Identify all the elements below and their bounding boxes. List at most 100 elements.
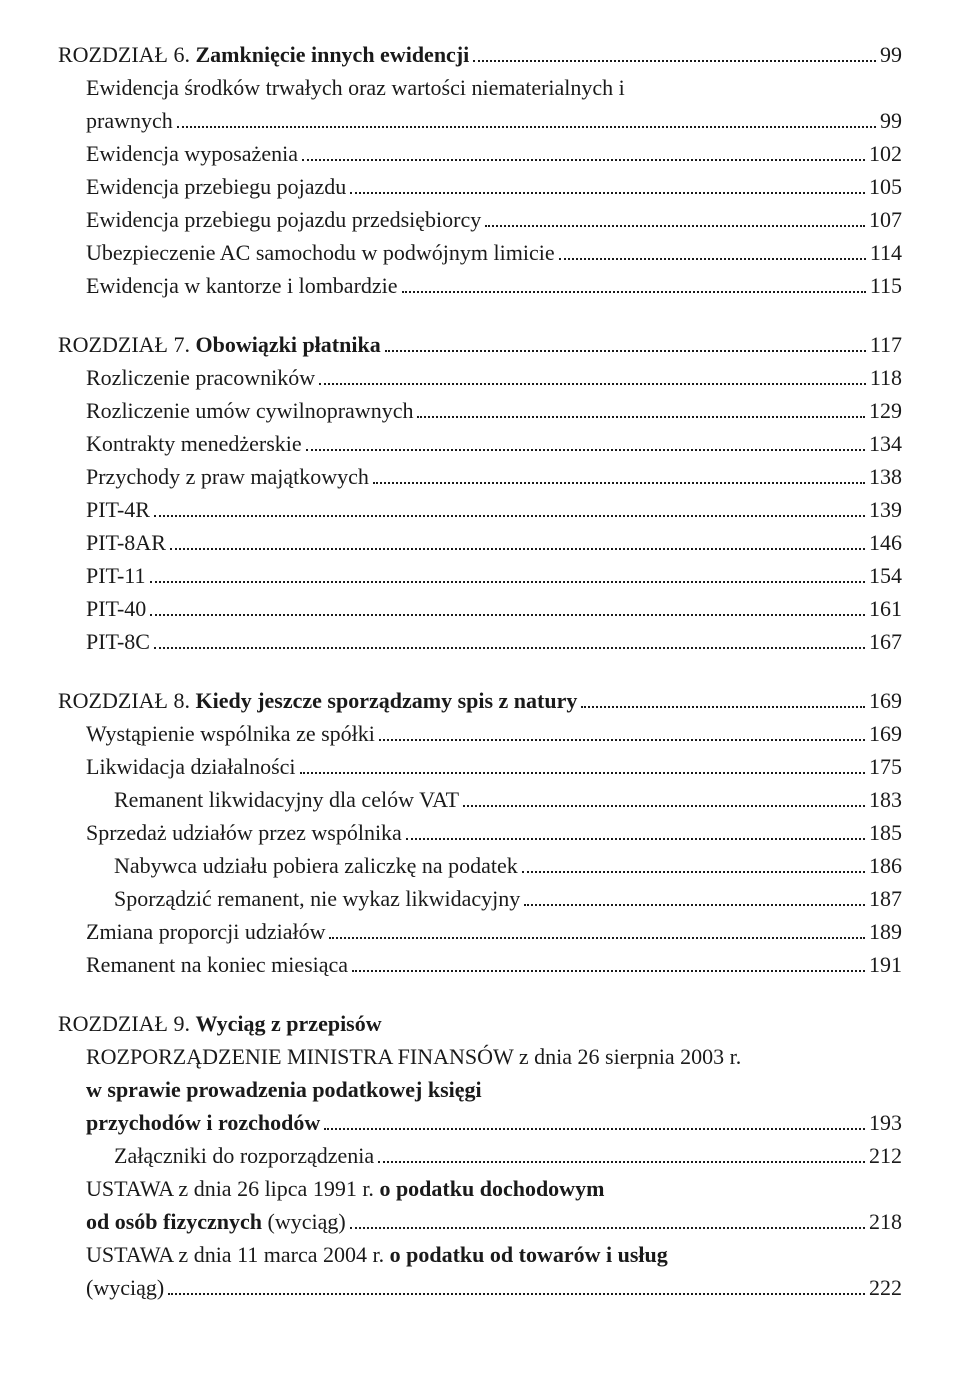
toc-page-number: 118	[870, 361, 902, 394]
toc-entry: ROZDZIAŁ 9. Wyciąg z przepisów	[58, 1007, 902, 1040]
toc-label-part: ROZDZIAŁ 9.	[58, 1011, 195, 1036]
toc-entry: Remanent likwidacyjny dla celów VAT183	[58, 783, 902, 816]
toc-label-part: Obowiązki płatnika	[195, 332, 380, 357]
toc-leader-dots	[406, 819, 865, 840]
toc-label: PIT-11	[86, 559, 146, 592]
toc-label-part: usług	[618, 1242, 668, 1267]
toc-label-part: Sporządzić remanent, nie wykaz likwidacy…	[114, 886, 520, 911]
toc-page-number: 185	[869, 816, 902, 849]
toc-label-part: Wyciąg z przepisów	[195, 1011, 381, 1036]
toc-leader-dots	[417, 397, 865, 418]
table-of-contents: ROZDZIAŁ 6. Zamknięcie innych ewidencji 9…	[58, 38, 902, 1304]
toc-leader-dots	[154, 628, 865, 649]
toc-label-part: Ewidencja przebiegu pojazdu	[86, 174, 346, 199]
toc-leader-dots	[150, 562, 866, 583]
toc-leader-dots	[300, 753, 865, 774]
toc-label-part: o podatku dochodowym	[379, 1176, 604, 1201]
toc-label-part: ROZDZIAŁ 8.	[58, 688, 195, 713]
toc-leader-dots	[177, 107, 876, 128]
toc-leader-dots	[378, 1142, 865, 1163]
toc-leader-dots	[352, 951, 865, 972]
toc-leader-dots	[373, 463, 865, 484]
toc-label-part: (wyciąg)	[268, 1209, 346, 1234]
toc-label: Sporządzić remanent, nie wykaz likwidacy…	[114, 882, 520, 915]
toc-leader-dots	[379, 720, 865, 741]
toc-page-number: 154	[869, 559, 902, 592]
toc-page-number: 138	[869, 460, 902, 493]
toc-entry: Nabywca udziału pobiera zaliczkę na poda…	[58, 849, 902, 882]
toc-entry: Załączniki do rozporządzenia 212	[58, 1139, 902, 1172]
toc-entry: Remanent na koniec miesiąca 191	[58, 948, 902, 981]
toc-page-number: 114	[870, 236, 902, 269]
toc-entry: PIT-11 154	[58, 559, 902, 592]
toc-page-number: 105	[869, 170, 902, 203]
toc-label-part: (wyciąg)	[86, 1275, 164, 1300]
toc-label: Ubezpieczenie AC samochodu w podwójnym l…	[86, 236, 555, 269]
toc-label-part: Remanent na koniec miesiąca	[86, 952, 348, 977]
toc-page-number: 169	[869, 684, 902, 717]
toc-label-part: Nabywca udziału pobiera zaliczkę na poda…	[114, 853, 518, 878]
toc-page-number: 218	[869, 1205, 902, 1238]
toc-leader-dots	[581, 687, 865, 708]
toc-entry: ROZDZIAŁ 7. Obowiązki płatnika117	[58, 328, 902, 361]
toc-label-part: Likwidacja działalności	[86, 754, 296, 779]
toc-label: Rozliczenie pracowników	[86, 361, 315, 394]
toc-page-number: 134	[869, 427, 902, 460]
toc-label: PIT-40	[86, 592, 146, 625]
toc-page-number: 99	[880, 38, 902, 71]
toc-label-part: Kiedy jeszcze sporządzamy spis z natury	[195, 688, 577, 713]
toc-entry: ROZPORZĄDZENIE MINISTRA FINANSÓW z dnia …	[58, 1040, 902, 1073]
toc-entry: przychodów i rozchodów193	[58, 1106, 902, 1139]
toc-label: ROZDZIAŁ 9. Wyciąg z przepisów	[58, 1007, 382, 1040]
toc-label-part: Ubezpieczenie AC samochodu w podwójnym l…	[86, 240, 555, 265]
toc-label: PIT-4R	[86, 493, 150, 526]
toc-leader-dots	[329, 918, 865, 939]
toc-label: USTAWA z dnia 11 marca 2004 r. o podatku…	[86, 1238, 668, 1271]
toc-page-number: 115	[870, 269, 902, 302]
toc-entry: Ewidencja wyposażenia102	[58, 137, 902, 170]
section-gap	[58, 981, 902, 1007]
toc-label: ROZDZIAŁ 7. Obowiązki płatnika	[58, 328, 381, 361]
toc-entry: Przychody z praw majątkowych138	[58, 460, 902, 493]
toc-label: Ewidencja przebiegu pojazdu	[86, 170, 346, 203]
toc-leader-dots	[524, 885, 865, 906]
section-gap	[58, 302, 902, 328]
toc-label-part: przychodów i rozchodów	[86, 1110, 320, 1135]
toc-entry: w sprawie prowadzenia podatkowej księgi	[58, 1073, 902, 1106]
toc-label-part: Wystąpienie wspólnika ze spółki	[86, 721, 375, 746]
toc-entry: od osób fizycznych (wyciąg)218	[58, 1205, 902, 1238]
toc-page-number: 129	[869, 394, 902, 427]
toc-label: Załączniki do rozporządzenia	[114, 1139, 374, 1172]
toc-label-part: Ewidencja przebiegu pojazdu przedsiębior…	[86, 207, 481, 232]
toc-label: Ewidencja środków trwałych oraz wartości…	[86, 71, 902, 104]
toc-page-number: 169	[869, 717, 902, 750]
toc-label: Wystąpienie wspólnika ze spółki	[86, 717, 375, 750]
toc-entry: PIT-8AR146	[58, 526, 902, 559]
toc-page-number: 146	[869, 526, 902, 559]
toc-label-part: ROZDZIAŁ 6.	[58, 42, 195, 67]
toc-label: przychodów i rozchodów	[86, 1106, 320, 1139]
toc-leader-dots	[559, 239, 866, 260]
toc-label-part: Zamknięcie innych ewidencji	[195, 42, 469, 67]
toc-label: Ewidencja wyposażenia	[86, 137, 298, 170]
toc-leader-dots	[150, 595, 865, 616]
toc-page-number: 175	[869, 750, 902, 783]
toc-page-number: 139	[869, 493, 902, 526]
toc-label: Likwidacja działalności	[86, 750, 296, 783]
toc-label-part: Ewidencja wyposażenia	[86, 141, 298, 166]
toc-page-number: 212	[869, 1139, 902, 1172]
toc-page-number: 183	[869, 783, 902, 816]
toc-label: Remanent na koniec miesiąca	[86, 948, 348, 981]
toc-entry: USTAWA z dnia 11 marca 2004 r. o podatku…	[58, 1238, 902, 1271]
toc-leader-dots	[463, 786, 865, 807]
toc-label-part: ROZPORZĄDZENIE MINISTRA FINANSÓW z dnia …	[86, 1044, 741, 1069]
toc-label-part: PIT-11	[86, 563, 146, 588]
toc-label: USTAWA z dnia 26 lipca 1991 r. o podatku…	[86, 1172, 604, 1205]
toc-label: PIT-8C	[86, 625, 150, 658]
toc-label: Nabywca udziału pobiera zaliczkę na poda…	[114, 849, 518, 882]
toc-leader-dots	[306, 430, 865, 451]
toc-entry: Ubezpieczenie AC samochodu w podwójnym l…	[58, 236, 902, 269]
toc-entry: USTAWA z dnia 26 lipca 1991 r. o podatku…	[58, 1172, 902, 1205]
toc-leader-dots	[168, 1274, 865, 1295]
toc-label: prawnych	[86, 104, 173, 137]
